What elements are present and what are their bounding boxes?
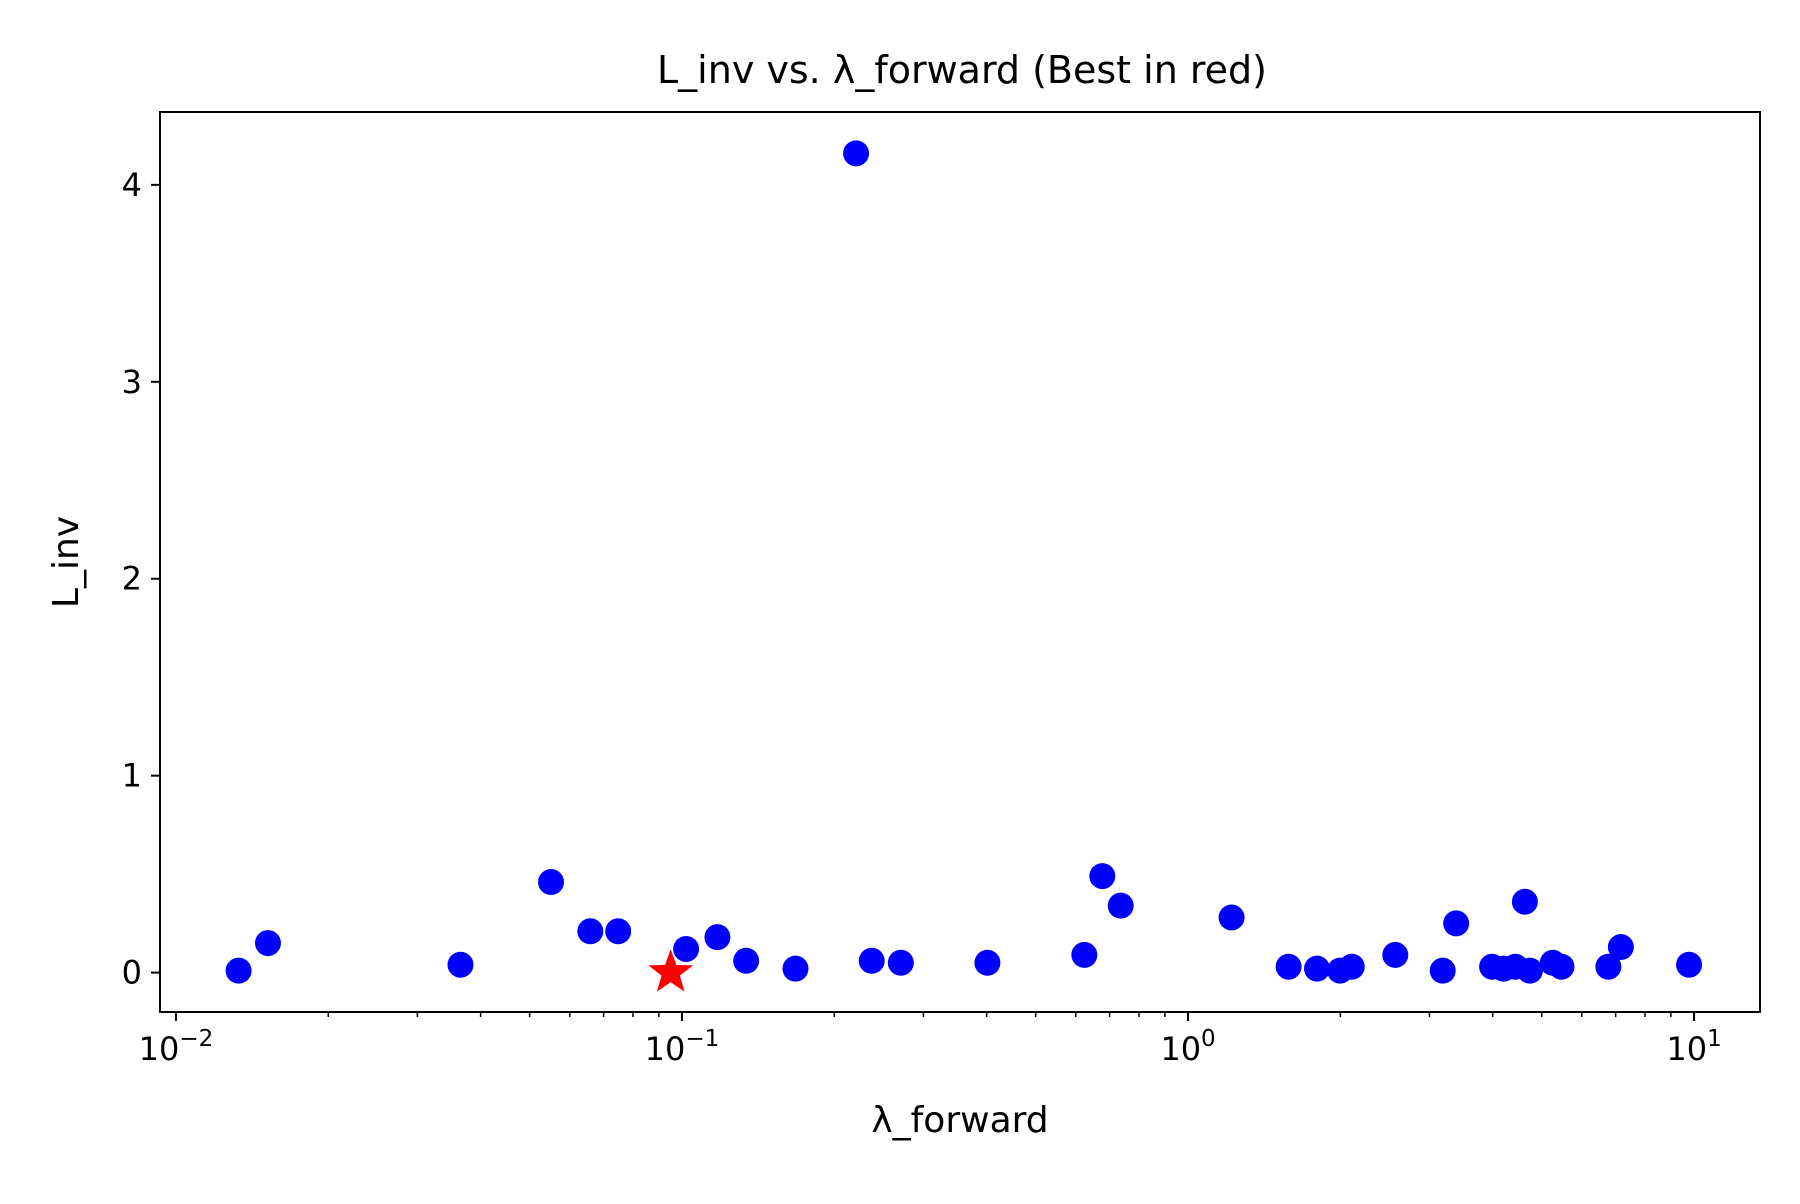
- data-point: [1303, 955, 1330, 982]
- data-point: [1071, 941, 1098, 968]
- data-point: [447, 951, 474, 978]
- plot-frame: [159, 111, 1761, 1013]
- data-point: [1548, 953, 1575, 980]
- data-point: [733, 947, 760, 974]
- data-point: [577, 918, 604, 945]
- x-tick-label-base: 10: [139, 1030, 180, 1068]
- y-tick-label: 4: [122, 166, 142, 204]
- data-point: [843, 140, 870, 167]
- x-tick-label: 10−1: [645, 1026, 720, 1068]
- data-point: [225, 957, 252, 984]
- x-tick-label-base: 10: [1160, 1030, 1201, 1068]
- data-point: [1443, 910, 1470, 937]
- x-axis-label: λ_forward: [871, 1100, 1048, 1141]
- data-point: [1676, 951, 1703, 978]
- data-point: [1511, 888, 1538, 915]
- chart-title: L_inv vs. λ_forward (Best in red): [657, 48, 1267, 92]
- points-layer: [225, 140, 1703, 992]
- y-tick-label: 2: [122, 560, 142, 598]
- x-tick-label-exponent: 0: [1201, 1026, 1216, 1052]
- y-tick-label: 3: [122, 363, 142, 401]
- data-point: [605, 918, 632, 945]
- x-tick-label-base: 10: [1666, 1030, 1707, 1068]
- data-point: [1382, 941, 1409, 968]
- x-tick-label-exponent: −2: [179, 1026, 213, 1052]
- best-point-star: [648, 949, 694, 992]
- data-point: [782, 955, 809, 982]
- data-point: [254, 930, 281, 957]
- data-point: [1595, 953, 1622, 980]
- y-tick-label: 0: [122, 954, 142, 992]
- data-point: [1429, 957, 1456, 984]
- data-point: [1089, 863, 1116, 890]
- x-tick-label-exponent: 1: [1707, 1026, 1722, 1052]
- x-tick-label: 10−2: [139, 1026, 214, 1068]
- x-tick-label: 100: [1160, 1026, 1215, 1068]
- data-point: [974, 949, 1001, 976]
- y-axis-label: L_inv: [46, 516, 87, 608]
- data-point: [1218, 904, 1245, 931]
- data-point: [858, 947, 885, 974]
- x-tick-label: 101: [1666, 1026, 1721, 1068]
- x-tick-label-base: 10: [645, 1030, 686, 1068]
- data-point: [887, 949, 914, 976]
- data-point: [537, 869, 564, 896]
- data-point: [1107, 892, 1134, 919]
- data-point: [1607, 934, 1634, 961]
- data-point: [1516, 957, 1543, 984]
- data-point: [1338, 953, 1365, 980]
- x-tick-label-exponent: −1: [685, 1026, 719, 1052]
- y-tick-label: 1: [122, 757, 142, 795]
- data-point: [1275, 953, 1302, 980]
- data-point: [673, 935, 700, 962]
- data-point: [704, 924, 731, 951]
